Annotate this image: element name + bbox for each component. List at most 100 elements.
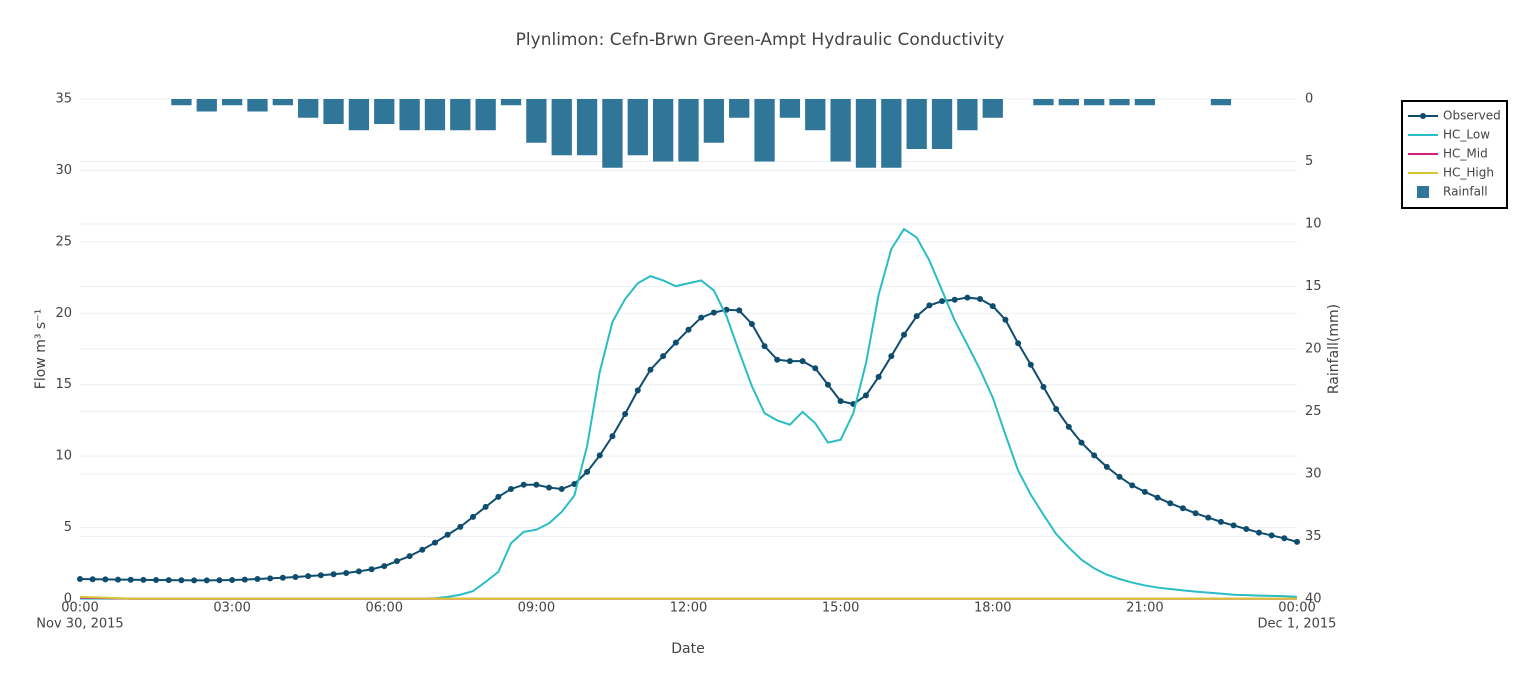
series-marker (495, 493, 502, 500)
series-marker (1167, 500, 1174, 507)
series-marker (444, 531, 451, 538)
series-marker (508, 486, 515, 492)
series-marker (837, 398, 844, 405)
rain-bar (196, 99, 217, 112)
x-tick-label: Dec 1, 2015 (1258, 617, 1337, 632)
series-marker (812, 365, 819, 372)
y-tick-label: 20 (55, 306, 72, 321)
legend-swatch (1417, 186, 1429, 198)
series-marker (178, 577, 185, 584)
series-marker (1078, 439, 1085, 446)
chart-title: Plynlimon: Cefn-Brwn Green-Ampt Hydrauli… (516, 30, 1005, 50)
series-marker (267, 575, 274, 582)
series-marker (926, 302, 933, 309)
rain-bar (1210, 99, 1232, 106)
series-marker (102, 576, 109, 583)
series-marker (191, 577, 198, 584)
rain-bar (1134, 99, 1156, 106)
rain-bar (1033, 99, 1054, 106)
series-marker (431, 539, 438, 546)
rain-bar (906, 99, 927, 149)
x-tick-label: 03:00 (213, 601, 250, 616)
series-marker (343, 570, 350, 576)
rain-bar (729, 99, 750, 118)
series-marker (609, 433, 616, 440)
rain-bar (627, 99, 648, 156)
series-marker (241, 576, 248, 583)
x-axis-title: Date (671, 641, 704, 657)
series-marker (685, 326, 692, 333)
y2-tick-label: 30 (1305, 467, 1322, 482)
y2-tick-label: 5 (1305, 154, 1313, 169)
series-marker (596, 452, 603, 459)
series-marker (457, 523, 464, 530)
series-marker (393, 558, 400, 565)
rain-bar (754, 99, 775, 162)
series-marker (406, 553, 413, 560)
x-tick-label: 06:00 (366, 601, 403, 616)
x-tick-label: 21:00 (1126, 601, 1163, 616)
series-marker (1065, 423, 1072, 430)
series-marker (1281, 535, 1288, 542)
rain-bar (247, 99, 268, 112)
legend-label: HC_Mid (1443, 147, 1488, 161)
y2-tick-label: 25 (1305, 404, 1322, 419)
series-marker (381, 563, 388, 570)
rain-bar (678, 99, 699, 162)
y-axis-title: Flow m³ s⁻¹ (33, 309, 49, 389)
series-marker (546, 484, 553, 491)
y-tick-label: 5 (64, 520, 72, 535)
series-marker (1205, 514, 1212, 521)
series-marker (305, 573, 312, 580)
rain-bar (171, 99, 192, 106)
series-marker (520, 481, 527, 488)
series-marker (989, 303, 996, 310)
series-marker (1116, 473, 1123, 480)
rain-bar (500, 99, 522, 106)
rain-bar (830, 99, 851, 162)
series-marker (1192, 510, 1199, 517)
rain-bar (374, 99, 395, 124)
rain-bar (1084, 99, 1105, 106)
rain-bar (298, 99, 319, 118)
legend-marker (1420, 113, 1426, 119)
y2-tick-label: 40 (1305, 592, 1322, 607)
y-tick-label: 25 (55, 234, 72, 249)
series-marker (1179, 505, 1186, 512)
rain-bar (450, 99, 471, 131)
series-marker (774, 356, 781, 363)
rain-bar (957, 99, 978, 131)
series-marker (1217, 518, 1224, 525)
rain-bar (982, 99, 1003, 118)
rain-bar (703, 99, 724, 143)
series-marker (698, 314, 705, 321)
series-marker (786, 358, 793, 365)
y-tick-label: 35 (55, 92, 72, 107)
series-marker (660, 353, 667, 360)
rain-bar (526, 99, 547, 143)
series-marker (115, 576, 122, 583)
x-tick-label: Nov 30, 2015 (36, 617, 123, 632)
series-marker (1255, 529, 1262, 536)
series-marker (634, 387, 641, 394)
y2-tick-label: 15 (1305, 279, 1322, 294)
rain-bar (1058, 99, 1079, 106)
rain-bar (881, 99, 902, 168)
series-marker (672, 339, 679, 346)
series-marker (951, 296, 958, 303)
series-marker (824, 381, 831, 388)
series-marker (1294, 538, 1300, 545)
series-marker (1040, 383, 1047, 390)
series-marker (254, 576, 261, 582)
series-marker (571, 481, 578, 487)
series-marker (875, 373, 882, 380)
series-marker (533, 481, 540, 488)
series-marker (203, 577, 210, 584)
y2-axis-title: Rainfall(mm) (1326, 304, 1342, 394)
rain-bar (399, 99, 420, 131)
series-marker (862, 392, 869, 399)
rain-bar (576, 99, 598, 156)
rain-bar (551, 99, 572, 156)
series-marker (939, 298, 946, 305)
rain-bar (931, 99, 953, 149)
